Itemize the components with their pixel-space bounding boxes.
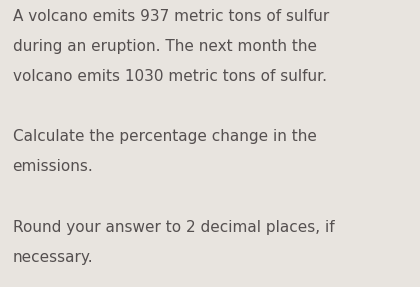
Text: volcano emits 1030 metric tons of sulfur.: volcano emits 1030 metric tons of sulfur…	[13, 69, 327, 84]
Text: during an eruption. The next month the: during an eruption. The next month the	[13, 39, 317, 54]
Text: Round your answer to 2 decimal places, if: Round your answer to 2 decimal places, i…	[13, 220, 334, 234]
Text: A volcano emits 937 metric tons of sulfur: A volcano emits 937 metric tons of sulfu…	[13, 9, 329, 24]
Text: emissions.: emissions.	[13, 159, 93, 174]
Text: Calculate the percentage change in the: Calculate the percentage change in the	[13, 129, 317, 144]
Text: necessary.: necessary.	[13, 250, 93, 265]
